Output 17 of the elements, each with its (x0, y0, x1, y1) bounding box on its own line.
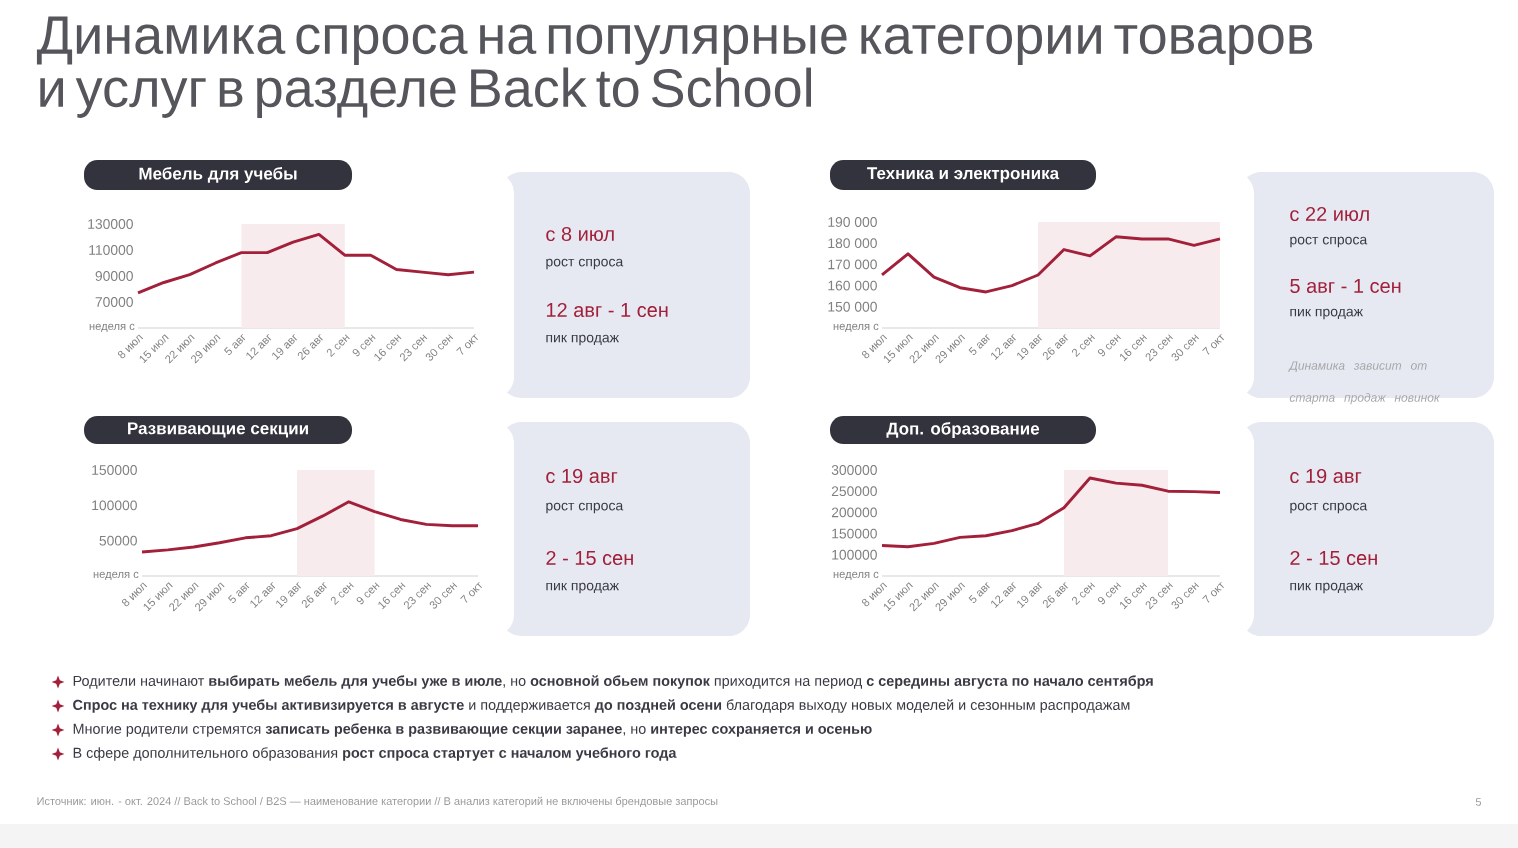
chart-title: Техника и электроника (867, 167, 1060, 183)
text: Динамика спроса на популярные категории товаров и услуг в разделе Back to School (36, 16, 1313, 118)
text: с 19 авг (1290, 468, 1362, 484)
text: 12 авг - 1 сен (546, 302, 668, 318)
text: 5 авг - 1 сен (1290, 279, 1401, 293)
chart-title: Доп. образование (886, 422, 1040, 438)
line-series (880, 235, 1222, 294)
line-series (880, 476, 1222, 549)
line-series (140, 500, 480, 554)
text: 2 - 15 сен (546, 550, 633, 566)
chart-title: Развивающие секции (128, 422, 308, 438)
line-series (136, 232, 476, 295)
text: с 8 июл (546, 226, 614, 242)
text: с 19 авг (546, 468, 618, 484)
text: с 22 июл (1290, 206, 1369, 222)
text: 2 - 15 сен (1290, 550, 1377, 566)
chart-title: Мебель для учебы (139, 166, 297, 183)
